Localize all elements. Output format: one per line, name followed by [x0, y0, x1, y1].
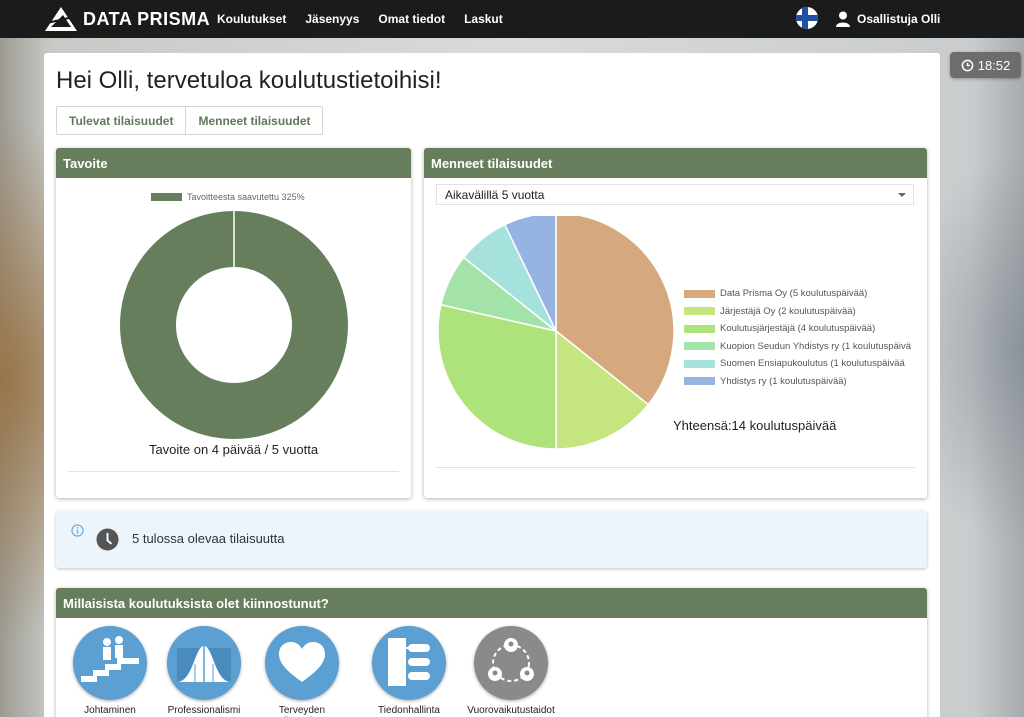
pie-slice[interactable]: [555, 329, 650, 450]
legend-swatch: [684, 307, 715, 316]
prism-logo-icon: [45, 7, 77, 31]
past-events-card: Menneet tilaisuudet Aikavälillä 5 vuotta…: [424, 148, 927, 498]
brand-logo[interactable]: DATA PRISMA: [43, 4, 210, 34]
topic-label: Professionalismi: [167, 705, 241, 716]
clock-icon: [96, 528, 119, 551]
legend-item[interactable]: Suomen Ensiapukoulutus (1 koulutuspäivää: [684, 355, 924, 373]
upcoming-info-bar: 5 tulossa olevaa tilaisuutta: [56, 511, 927, 568]
heart-icon: [265, 626, 339, 700]
legend-swatch: [684, 289, 715, 298]
chevron-down-icon: [898, 193, 906, 197]
pie-slice[interactable]: [503, 216, 557, 332]
data-management-icon: [372, 626, 446, 700]
legend-swatch: [684, 359, 715, 368]
legend-item[interactable]: Data Prisma Oy (5 koulutuspäivää): [684, 285, 924, 303]
donut-slice[interactable]: [119, 211, 348, 440]
past-events-legend: Data Prisma Oy (5 koulutuspäivää) Järjest…: [684, 285, 924, 390]
topic-label: Vuorovaikutustaidot: [467, 705, 555, 716]
nav-item-jasenyys[interactable]: Jäsenyys: [305, 12, 360, 26]
goal-card-title: Tavoite: [56, 148, 411, 178]
legend-label: Kuopion Seudun Yhdistys ry (1 koulutuspä…: [720, 340, 912, 352]
goal-card: Tavoite Tavoitteesta saavutettu 325% Tav…: [56, 148, 411, 498]
time-range-value: Aikavälillä 5 vuotta: [445, 187, 545, 202]
topic-label: Tiedonhallinta: [378, 705, 440, 716]
past-events-title: Menneet tilaisuudet: [424, 148, 927, 178]
interests-card: Millaisista koulutuksista olet kiinnostu…: [56, 588, 927, 717]
event-tabs: Tulevat tilaisuudet Menneet tilaisuudet: [56, 106, 324, 135]
total-days: Yhteensä:14 koulutuspäivää: [673, 418, 837, 433]
info-icon: [71, 524, 84, 537]
legend-label: Suomen Ensiapukoulutus (1 koulutuspäivää: [720, 358, 905, 370]
topic-tiedonhallinta[interactable]: Tiedonhallinta: [359, 626, 459, 716]
top-navigation: DATA PRISMA Koulutukset Jäsenyys Omat ti…: [0, 0, 1024, 38]
upcoming-count-text: 5 tulossa olevaa tilaisuutta: [132, 531, 285, 546]
topic-professionalismi[interactable]: Professionalismi: [154, 626, 254, 716]
goal-legend[interactable]: Tavoitteesta saavutettu 325%: [151, 192, 305, 202]
people-network-icon: [474, 626, 548, 700]
user-icon: [836, 11, 850, 27]
time-range-select[interactable]: Aikavälillä 5 vuotta: [436, 184, 914, 205]
page-title: Hei Olli, tervetuloa koulutustietoihisi!: [56, 67, 442, 94]
topic-label: Terveyden edistäminen: [275, 705, 329, 717]
topic-terveyden-edistaminen[interactable]: Terveyden edistäminen: [252, 626, 352, 717]
legend-label: Data Prisma Oy (5 koulutuspäivää): [720, 288, 868, 300]
topic-johtaminen[interactable]: Johtaminen: [60, 626, 160, 716]
goal-legend-swatch: [151, 193, 182, 201]
legend-item[interactable]: Koulutusjärjestäjä (4 koulutuspäivää): [684, 320, 924, 338]
legend-swatch: [684, 324, 715, 333]
clock-icon: [961, 59, 974, 71]
bell-curve-icon: [167, 626, 241, 700]
user-menu[interactable]: Osallistuja Olli: [836, 0, 940, 38]
past-events-pie-chart: [437, 216, 675, 450]
leadership-icon: [73, 626, 147, 700]
session-clock: 18:52: [950, 52, 1021, 78]
divider: [436, 467, 915, 468]
goal-donut-chart: [119, 211, 348, 440]
legend-label: Järjestäjä Oy (2 koulutuspäivää): [720, 305, 856, 317]
main-menu: Koulutukset Jäsenyys Omat tiedot Laskut: [217, 0, 522, 38]
nav-item-omat-tiedot[interactable]: Omat tiedot: [378, 12, 446, 26]
interests-title: Millaisista koulutuksista olet kiinnostu…: [56, 588, 927, 618]
legend-swatch: [684, 342, 715, 351]
legend-swatch: [684, 377, 715, 386]
tab-past[interactable]: Menneet tilaisuudet: [186, 106, 324, 135]
brand-name: DATA PRISMA: [83, 8, 211, 29]
clock-time: 18:52: [977, 57, 1011, 73]
goal-legend-label: Tavoitteesta saavutettu 325%: [187, 192, 305, 202]
legend-item[interactable]: Yhdistys ry (1 koulutuspäivää): [684, 373, 924, 391]
goal-summary: Tavoite on 4 päivää / 5 vuotta: [148, 442, 319, 457]
pie-slice[interactable]: [437, 303, 557, 450]
tab-upcoming[interactable]: Tulevat tilaisuudet: [56, 106, 187, 135]
topic-vuorovaikutustaidot[interactable]: Vuorovaikutustaidot: [461, 626, 561, 716]
topic-list: Johtaminen Professionalismi: [56, 626, 927, 717]
user-name: Osallistuja Olli: [857, 12, 941, 26]
legend-item[interactable]: Kuopion Seudun Yhdistys ry (1 koulutuspä…: [684, 338, 924, 356]
finnish-flag-icon[interactable]: [796, 7, 818, 29]
topic-label: Johtaminen: [84, 705, 136, 716]
nav-item-koulutukset[interactable]: Koulutukset: [217, 12, 287, 26]
main-panel: Hei Olli, tervetuloa koulutustietoihisi!…: [44, 53, 940, 717]
legend-label: Koulutusjärjestäjä (4 koulutuspäivää): [720, 323, 876, 335]
legend-item[interactable]: Järjestäjä Oy (2 koulutuspäivää): [684, 303, 924, 321]
pie-slice[interactable]: [555, 216, 675, 406]
divider: [68, 471, 399, 472]
nav-item-laskut[interactable]: Laskut: [464, 12, 503, 26]
legend-label: Yhdistys ry (1 koulutuspäivää): [720, 375, 847, 387]
